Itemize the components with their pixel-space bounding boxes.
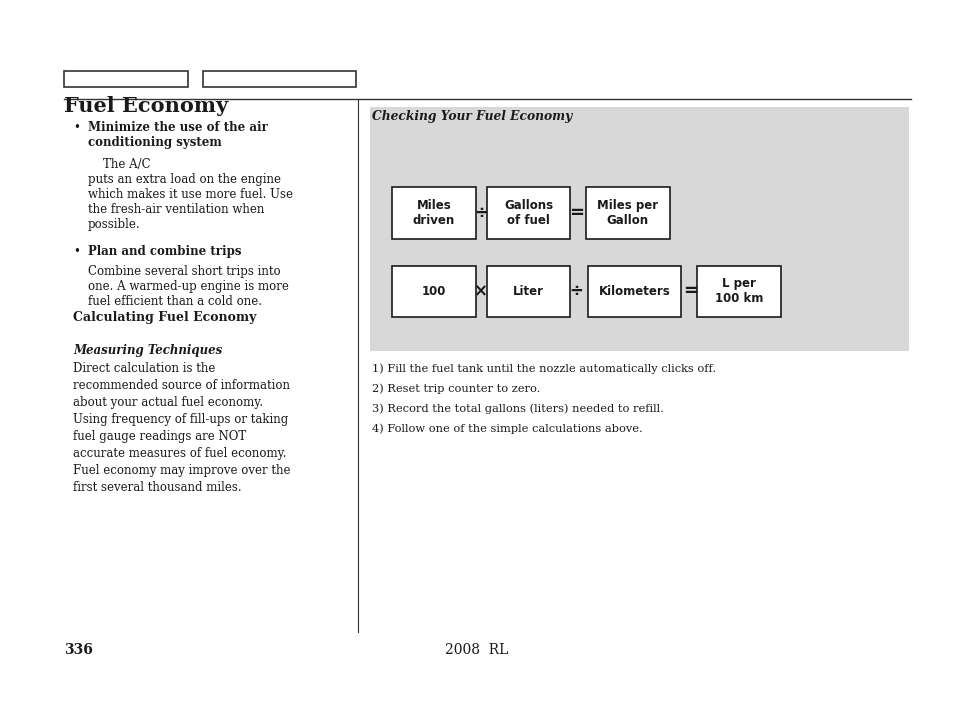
Text: Minimize the use of the air
conditioning system: Minimize the use of the air conditioning… [88,121,268,148]
Text: ×: × [474,282,487,300]
Bar [392,266,476,317]
Text: ÷: ÷ [474,204,487,222]
Text: ÷: ÷ [569,282,582,300]
Text: Plan and combine trips: Plan and combine trips [88,245,241,258]
Text: =: = [568,204,583,222]
Text: Miles
driven: Miles driven [413,199,455,227]
Text: L per
100 km: L per 100 km [715,277,762,305]
Text: 336: 336 [64,643,92,657]
Bar [486,266,570,317]
Text: Calculating Fuel Economy: Calculating Fuel Economy [73,311,256,324]
Bar [587,266,680,317]
Text: Checking Your Fuel Economy: Checking Your Fuel Economy [372,110,572,123]
Bar [64,71,188,87]
Bar [370,106,908,351]
Text: Combine several short trips into
one. A warmed-up engine is more
fuel efficient : Combine several short trips into one. A … [88,265,289,308]
Text: 100: 100 [421,285,446,297]
Text: 3) Record the total gallons (liters) needed to refill.: 3) Record the total gallons (liters) nee… [372,403,663,414]
Bar [697,266,781,317]
Bar [203,71,355,87]
Text: Kilometers: Kilometers [598,285,670,297]
Text: •: • [73,245,80,258]
Text: 2) Reset trip counter to zero.: 2) Reset trip counter to zero. [372,383,539,394]
Text: Gallons
of fuel: Gallons of fuel [503,199,553,227]
Text: Measuring Techniques: Measuring Techniques [73,344,222,357]
Text: =: = [682,282,698,300]
Bar [585,187,669,239]
Text: 1) Fill the fuel tank until the nozzle automatically clicks off.: 1) Fill the fuel tank until the nozzle a… [372,364,716,374]
Text: Fuel Economy: Fuel Economy [64,96,228,116]
Text: 2008  RL: 2008 RL [445,643,508,657]
Bar [392,187,476,239]
Text: The A/C
puts an extra load on the engine
which makes it use more fuel. Use
the f: The A/C puts an extra load on the engine… [88,158,293,231]
Bar [486,187,570,239]
Text: •: • [73,121,80,133]
Text: Miles per
Gallon: Miles per Gallon [597,199,658,227]
Text: 4) Follow one of the simple calculations above.: 4) Follow one of the simple calculations… [372,423,642,434]
Text: Liter: Liter [513,285,543,297]
Text: Direct calculation is the
recommended source of information
about your actual fu: Direct calculation is the recommended so… [73,362,291,494]
